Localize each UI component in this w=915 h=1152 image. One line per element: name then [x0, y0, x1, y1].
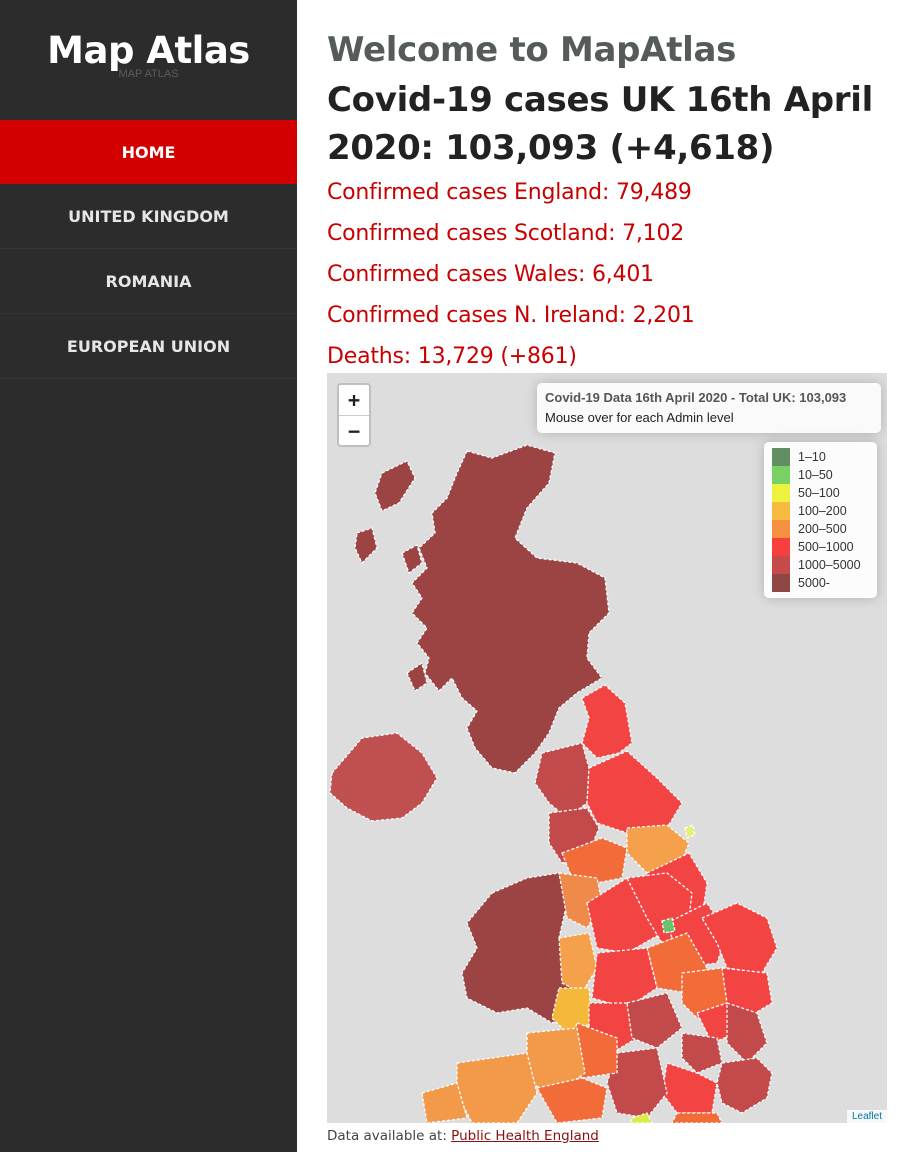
- legend-swatch: [772, 574, 790, 592]
- zoom-control: + −: [337, 383, 371, 447]
- region-cumbria[interactable]: [534, 742, 590, 819]
- legend-label: 1000–5000: [798, 558, 861, 572]
- map-svg[interactable]: [327, 373, 887, 1123]
- legend-item: 100–200: [772, 502, 869, 520]
- region-northern-ireland[interactable]: [329, 732, 438, 822]
- info-hint: Mouse over for each Admin level: [545, 410, 734, 425]
- region-isle-of-wight[interactable]: [629, 1112, 653, 1123]
- nav-item-european-union[interactable]: EUROPEAN UNION: [0, 314, 297, 379]
- legend-label: 10–50: [798, 468, 833, 482]
- legend-swatch: [772, 520, 790, 538]
- legend-swatch: [772, 448, 790, 466]
- nav-item-home[interactable]: HOME: [0, 120, 297, 184]
- source-link[interactable]: Public Health England: [451, 1128, 599, 1144]
- zoom-in-button[interactable]: +: [347, 388, 361, 412]
- legend-label: 200–500: [798, 522, 847, 536]
- legend-swatch: [772, 538, 790, 556]
- info-panel: Covid-19 Data 16th April 2020 - Total UK…: [537, 383, 881, 433]
- source-prefix: Data available at:: [327, 1128, 452, 1144]
- region-devon[interactable]: [456, 1052, 538, 1123]
- region-kent[interactable]: [716, 1057, 773, 1114]
- legend-item: 1–10: [772, 448, 869, 466]
- legend-label: 1–10: [798, 450, 826, 464]
- legend-label: 5000-: [798, 576, 830, 590]
- stat-scotland: Confirmed cases Scotland: 7,102: [327, 221, 685, 246]
- uk-choropleth-map[interactable]: + − Covid-19 Data 16th April 2020 - Tota…: [327, 373, 887, 1123]
- brand-subtitle: MAP ATLAS: [118, 68, 179, 80]
- leaflet-attribution[interactable]: Leaflet: [846, 1110, 887, 1123]
- region-london[interactable]: [681, 1032, 723, 1074]
- legend-label: 50–100: [798, 486, 840, 500]
- legend-item: 50–100: [772, 484, 869, 502]
- map-legend: 1–10 10–50 50–100 100–200 200–500 500–10…: [764, 442, 877, 598]
- legend-item: 5000-: [772, 574, 869, 592]
- nav-item-united-kingdom[interactable]: UNITED KINGDOM: [0, 184, 297, 249]
- region-surrey[interactable]: [661, 1062, 718, 1114]
- region-norfolk[interactable]: [701, 902, 778, 974]
- legend-item: 200–500: [772, 520, 869, 538]
- legend-swatch: [772, 556, 790, 574]
- region-cornwall[interactable]: [421, 1082, 468, 1123]
- region-oxford[interactable]: [626, 992, 683, 1049]
- legend-item: 1000–5000: [772, 556, 869, 574]
- region-dorset[interactable]: [536, 1077, 608, 1123]
- region-warwick[interactable]: [591, 947, 658, 1009]
- legend-swatch: [772, 466, 790, 484]
- stat-northern-ireland: Confirmed cases N. Ireland: 2,201: [327, 303, 695, 328]
- sidebar: Map Atlas MAP ATLAS HOME UNITED KINGDOM …: [0, 0, 297, 1152]
- legend-item: 500–1000: [772, 538, 869, 556]
- region-rutland[interactable]: [661, 917, 676, 934]
- region-hampshire[interactable]: [606, 1047, 668, 1119]
- legend-item: 10–50: [772, 466, 869, 484]
- brand: Map Atlas MAP ATLAS: [0, 0, 297, 120]
- region-yorkshire[interactable]: [586, 750, 683, 834]
- welcome-heading: Welcome to MapAtlas: [327, 30, 737, 70]
- region-essex[interactable]: [726, 1002, 768, 1064]
- legend-label: 100–200: [798, 504, 847, 518]
- region-district-lime[interactable]: [684, 824, 696, 839]
- region-sussex[interactable]: [671, 1112, 723, 1123]
- legend-swatch: [772, 502, 790, 520]
- data-source: Data available at: Public Health England: [327, 1128, 599, 1144]
- region-scotland-islands[interactable]: [354, 460, 428, 692]
- zoom-out-button[interactable]: −: [339, 415, 369, 445]
- info-title: Covid-19 Data 16th April 2020 - Total UK…: [545, 390, 847, 405]
- legend-label: 500–1000: [798, 540, 854, 554]
- region-hereford[interactable]: [551, 987, 593, 1034]
- legend-swatch: [772, 484, 790, 502]
- stat-england: Confirmed cases England: 79,489: [327, 180, 692, 205]
- region-shropshire[interactable]: [558, 932, 598, 994]
- region-scotland[interactable]: [411, 444, 610, 774]
- main-content: Welcome to MapAtlas Covid-19 cases UK 16…: [327, 30, 897, 377]
- stat-deaths: Deaths: 13,729 (+861): [327, 344, 577, 369]
- region-north-east[interactable]: [581, 684, 633, 759]
- brand-title[interactable]: Map Atlas: [47, 29, 250, 72]
- headline: Covid-19 cases UK 16th April 2020: 103,0…: [327, 80, 873, 168]
- stat-wales: Confirmed cases Wales: 6,401: [327, 262, 654, 287]
- nav-item-romania[interactable]: ROMANIA: [0, 249, 297, 314]
